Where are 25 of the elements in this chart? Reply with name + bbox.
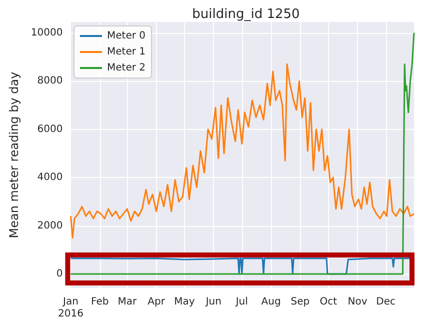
y-axis-title: Mean meter reading by day [7, 72, 21, 238]
chart-title: building_id 1250 [192, 7, 300, 22]
x-tick-label: Jul [234, 296, 248, 308]
y-tick-label: 10000 [30, 27, 63, 38]
y-tick-label: 8000 [37, 76, 63, 87]
x-tick-label: Dec [376, 296, 396, 308]
x-tick-label: Aug [261, 296, 281, 308]
legend-label: Meter 0 [107, 30, 146, 42]
y-tick-label: 2000 [37, 220, 63, 232]
x-tick-label: Mar [118, 296, 138, 308]
x-tick-label: Apr [148, 296, 166, 308]
y-tick-label: 6000 [37, 124, 63, 135]
y-tick-label: 4000 [37, 172, 63, 184]
x-tick-label: May [174, 296, 195, 308]
x-tick-label: Nov [348, 296, 368, 308]
x-tick-label: Oct [320, 296, 338, 308]
x-tick-label: Jan 2016 [58, 296, 84, 320]
legend-label: Meter 2 [107, 62, 146, 74]
x-tick-label: Sep [290, 296, 310, 308]
line-series [70, 32, 415, 275]
y-tick-label: 0 [56, 268, 63, 280]
x-tick-label: Jun [204, 296, 222, 308]
legend-label: Meter 1 [107, 46, 146, 58]
x-tick-label: Feb [91, 296, 109, 308]
line-series [70, 63, 415, 239]
